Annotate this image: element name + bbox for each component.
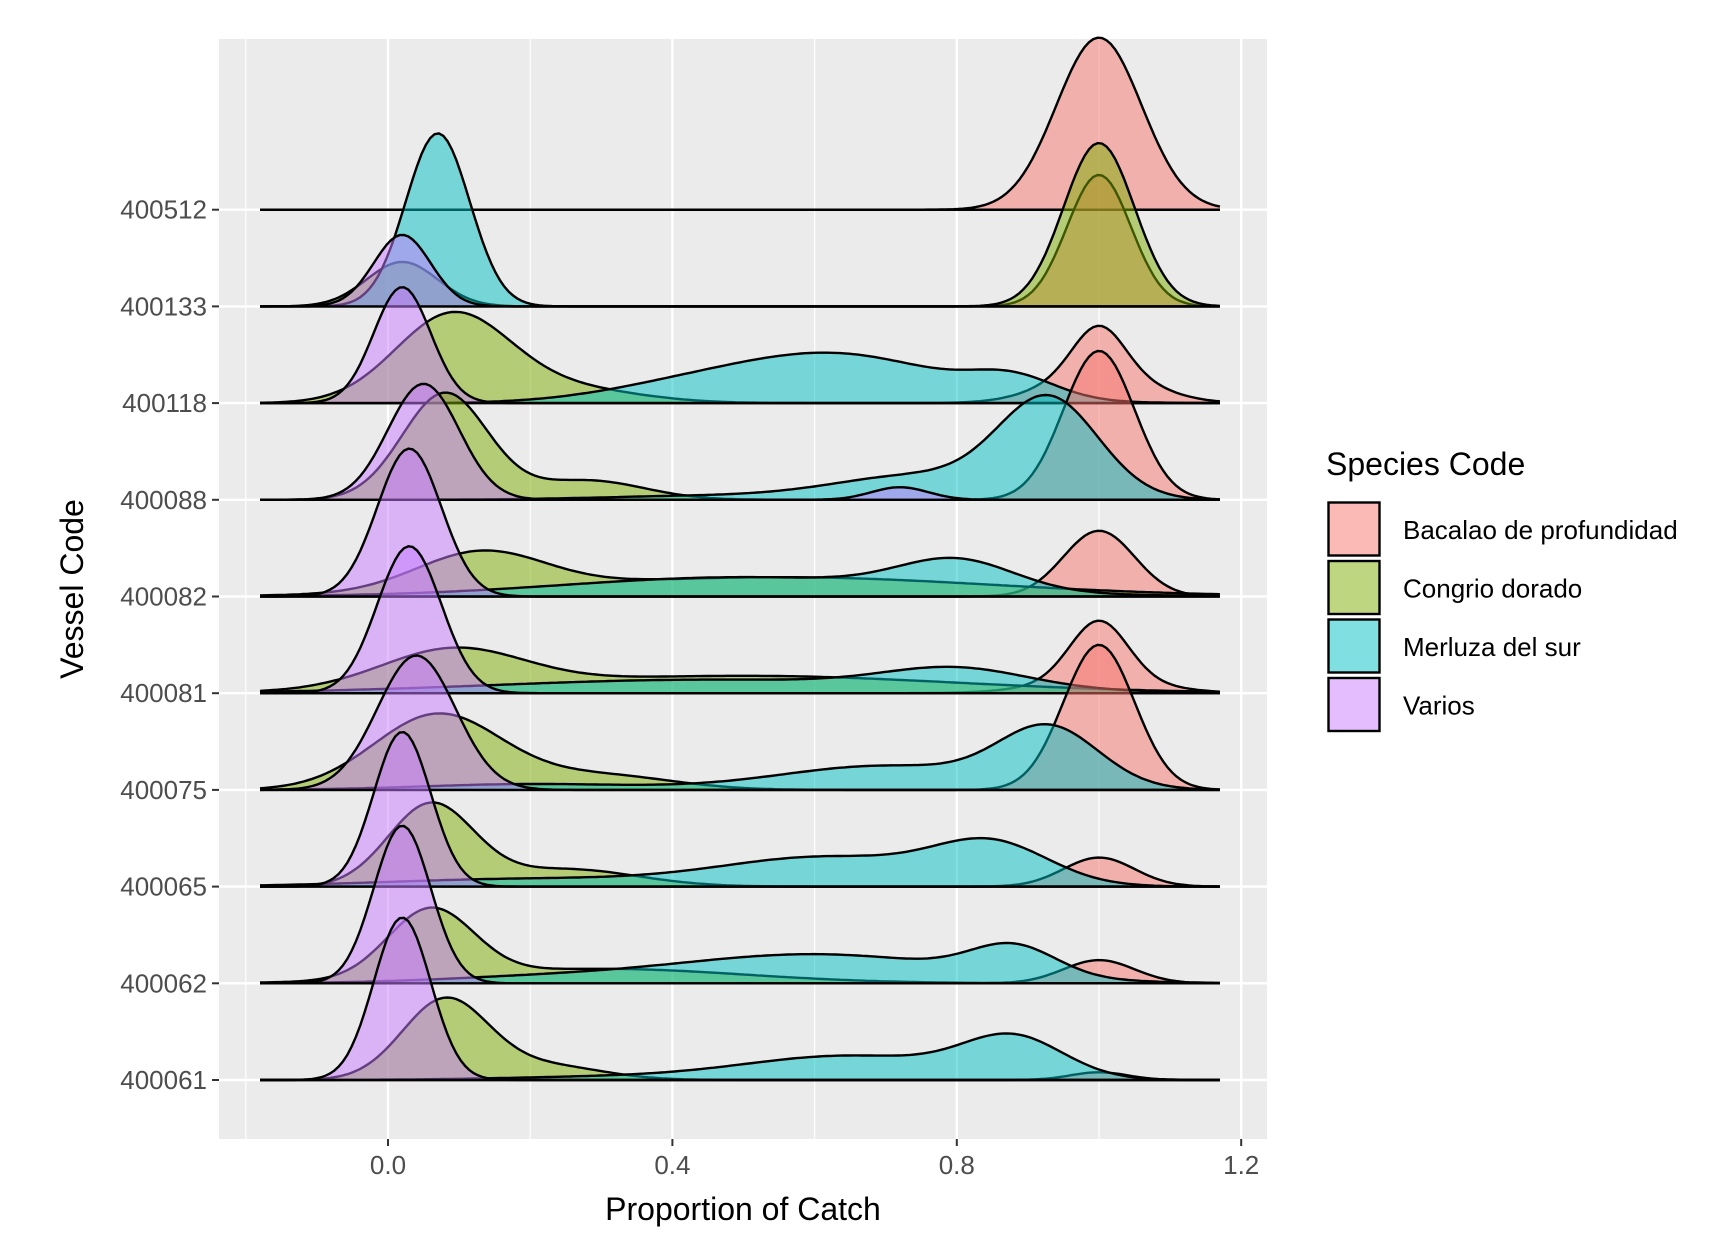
ridge-400061 — [260, 916, 1220, 1082]
y-tick-label: 400062 — [120, 968, 207, 998]
legend-label: Varios — [1403, 691, 1475, 721]
x-tick-label: 0.4 — [654, 1150, 690, 1180]
density-area-congrio-dorado — [260, 802, 1220, 887]
y-axis-title: Vessel Code — [54, 499, 90, 679]
density-area-congrio-dorado — [260, 997, 1220, 1080]
density-area-varios — [260, 235, 1220, 307]
density-area-bacalao-de-profundidad — [260, 530, 1220, 597]
legend-key-swatch — [1327, 618, 1381, 674]
ridge-400082 — [259, 447, 1220, 598]
y-tick-label: 400082 — [120, 582, 207, 612]
density-area-varios — [260, 448, 1220, 597]
ridges — [259, 36, 1221, 1082]
density-area-varios — [260, 287, 1220, 404]
y-tick-label: 400081 — [120, 678, 207, 708]
ridge-400133 — [260, 132, 1220, 308]
density-area-varios — [260, 917, 1220, 1080]
y-tick-label: 400118 — [122, 388, 207, 418]
density-area-varios — [260, 655, 1220, 790]
legend-title: Species Code — [1326, 446, 1525, 482]
density-area-varios — [260, 826, 1220, 984]
legend-key-swatch — [1327, 559, 1381, 616]
axes: 0.0 0.4 0.8 1.2 400512 400133 400118 400088 4000… — [120, 195, 1259, 1180]
ridge-400075 — [259, 643, 1220, 792]
density-area-merluza-del-sur — [260, 724, 1220, 790]
density-area-varios — [260, 732, 1220, 887]
density-area-varios — [260, 384, 1220, 500]
legend-label: Bacalao de profundidad — [1403, 515, 1678, 545]
legend: Species Code Bacalao de profundidad Congr… — [1326, 446, 1678, 733]
density-area-merluza-del-sur — [260, 838, 1220, 887]
x-tick-label: 0.8 — [939, 1150, 975, 1180]
density-area-congrio-dorado — [260, 311, 1220, 404]
legend-label: Congrio dorado — [1403, 574, 1582, 604]
density-area-merluza-del-sur — [260, 1033, 1220, 1080]
legend-key-swatch — [1327, 676, 1381, 733]
x-tick-label: 0.0 — [370, 1150, 406, 1180]
density-area-congrio-dorado — [260, 713, 1220, 790]
density-area-merluza-del-sur — [260, 352, 1220, 404]
y-tick-label: 400512 — [120, 195, 207, 225]
y-tick-label: 400088 — [120, 485, 207, 515]
density-area-merluza-del-sur — [260, 943, 1220, 984]
y-tick-label: 400065 — [120, 872, 207, 902]
density-area-merluza-del-sur — [260, 133, 1220, 307]
density-area-congrio-dorado — [260, 647, 1220, 694]
y-tick-label: 400061 — [120, 1065, 207, 1095]
legend-key-swatch — [1327, 501, 1381, 557]
x-tick-label: 1.2 — [1223, 1150, 1259, 1180]
density-area-merluza-del-sur — [260, 395, 1220, 500]
legend-label: Merluza del sur — [1403, 632, 1581, 662]
density-area-varios — [260, 546, 1220, 694]
density-area-congrio-dorado — [260, 392, 1220, 500]
y-tick-label: 400075 — [120, 775, 207, 805]
density-area-congrio-dorado — [260, 907, 1220, 984]
y-tick-label: 400133 — [120, 291, 207, 321]
x-axis-title: Proportion of Catch — [605, 1191, 881, 1227]
